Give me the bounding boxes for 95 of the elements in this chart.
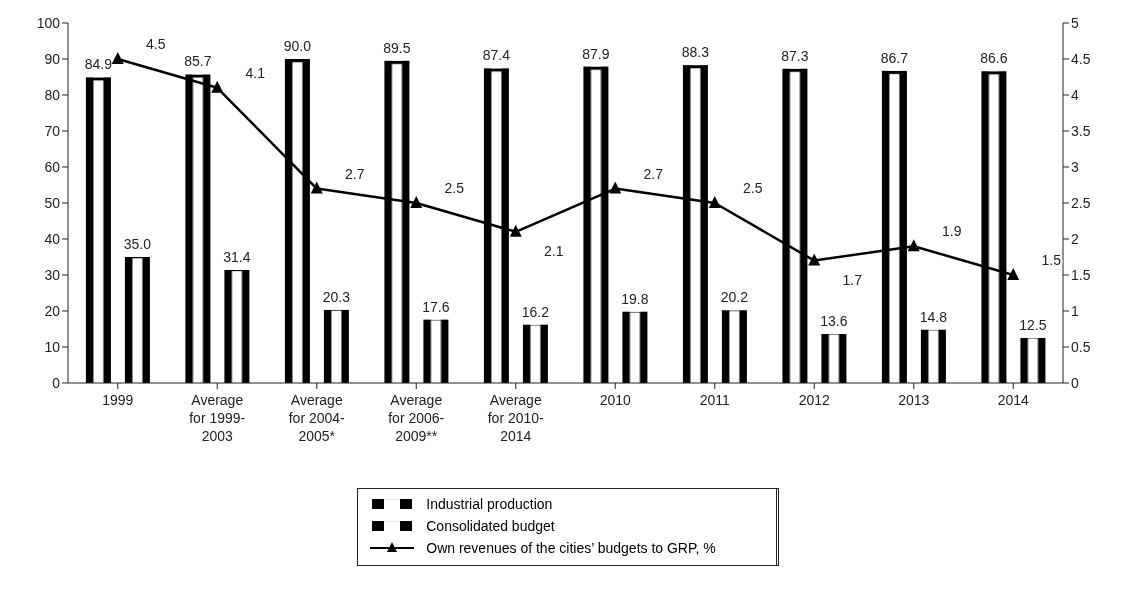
x-tick-label: Average for 2006-2009** xyxy=(388,392,445,444)
point xyxy=(609,181,622,194)
x-tick-label: 2012 xyxy=(798,392,831,408)
x-tick-label: Average for 2004-2005* xyxy=(288,392,346,444)
bar xyxy=(583,66,609,383)
point xyxy=(1007,268,1020,280)
x-tick-label: 2011 xyxy=(699,392,731,408)
legend-label: Industrial production xyxy=(426,496,553,512)
data-label: 1.7 xyxy=(842,271,863,288)
y2-tick-label: 0 xyxy=(1071,374,1079,391)
data-label: 84.9 xyxy=(84,56,113,73)
y-tick-label: 80 xyxy=(44,86,61,103)
x-tick-label: 2014 xyxy=(997,392,1030,408)
point xyxy=(310,181,323,194)
x-tick-label: 2013 xyxy=(898,392,930,408)
y-tick-label: 90 xyxy=(44,50,61,67)
data-label: 17.6 xyxy=(422,298,450,315)
y-tick-label: 20 xyxy=(44,302,61,319)
x-tick-label: 2010 xyxy=(599,392,632,408)
data-label: 86.7 xyxy=(880,49,909,66)
data-label: 19.8 xyxy=(621,290,649,307)
data-label: 86.6 xyxy=(980,50,1008,67)
bar xyxy=(622,311,648,383)
y2-tick-label: 1 xyxy=(1071,302,1079,319)
data-label: 2.7 xyxy=(643,165,664,182)
y2-tick-label: 2 xyxy=(1071,230,1079,247)
data-label: 87.3 xyxy=(781,47,809,64)
point xyxy=(111,52,124,64)
point xyxy=(509,224,522,237)
y-tick-label: 30 xyxy=(44,266,61,283)
data-label: 1.9 xyxy=(942,223,962,240)
x-tick-label: 1999 xyxy=(102,392,134,408)
data-label: 13.6 xyxy=(820,313,848,330)
y2-tick-label: 3.5 xyxy=(1071,122,1091,139)
y-tick-label: 50 xyxy=(44,194,61,211)
data-label: 2.1 xyxy=(544,242,564,259)
bar xyxy=(124,257,150,383)
bar xyxy=(522,324,548,383)
bar xyxy=(721,310,747,383)
data-label: 31.4 xyxy=(223,248,251,265)
y2-tick-label: 5 xyxy=(1071,14,1079,31)
x-tick-label: Average for 2010-2014 xyxy=(487,392,545,444)
point xyxy=(211,80,224,93)
bar xyxy=(981,71,1007,383)
data-label: 90.0 xyxy=(283,38,312,54)
bar xyxy=(224,269,250,383)
legend-label: Own revenues of the cities’ budgets to GRP, % xyxy=(426,540,716,556)
y-tick-label: 0 xyxy=(52,374,61,391)
y-tick-label: 10 xyxy=(44,338,61,355)
bar xyxy=(323,309,349,383)
point xyxy=(808,253,821,266)
data-label: 12.5 xyxy=(1019,317,1047,333)
bar xyxy=(483,68,509,383)
legend-label: Consolidated budget xyxy=(426,518,555,534)
point xyxy=(708,196,721,208)
y-tick-label: 70 xyxy=(44,122,61,139)
bar xyxy=(1020,338,1046,383)
data-label: 88.3 xyxy=(681,44,710,61)
data-label: 35.0 xyxy=(123,236,152,252)
bar xyxy=(821,334,847,383)
y2-tick-label: 2.5 xyxy=(1071,194,1091,211)
x-tick-label: Average for 1999-2003 xyxy=(189,392,246,444)
data-label: 1.5 xyxy=(1041,252,1062,268)
data-label: 14.8 xyxy=(919,308,948,325)
y-tick-label: 40 xyxy=(44,230,61,247)
y-tick-label: 60 xyxy=(44,158,61,175)
data-label: 20.2 xyxy=(720,289,749,306)
y2-tick-label: 1.5 xyxy=(1071,266,1091,283)
data-label: 2.5 xyxy=(743,180,763,196)
data-label: 16.2 xyxy=(521,303,550,320)
y2-tick-label: 4 xyxy=(1071,86,1079,103)
y2-tick-label: 3 xyxy=(1071,158,1079,175)
bar xyxy=(920,329,946,383)
data-label: 89.5 xyxy=(383,39,411,56)
data-label: 4.5 xyxy=(146,36,166,52)
data-label: 87.4 xyxy=(482,47,511,64)
data-label: 4.1 xyxy=(245,64,266,81)
y-tick-label: 100 xyxy=(36,14,61,31)
bar xyxy=(423,319,449,383)
data-label: 2.7 xyxy=(345,165,365,182)
bar xyxy=(284,59,310,383)
data-label: 85.7 xyxy=(184,53,212,70)
data-label: 87.9 xyxy=(582,45,610,62)
point xyxy=(907,239,920,252)
y2-tick-label: 0.5 xyxy=(1071,338,1091,355)
bar xyxy=(782,68,808,383)
bar xyxy=(384,60,410,383)
bar xyxy=(881,70,907,383)
bar xyxy=(85,77,111,383)
bar xyxy=(185,74,211,383)
bar xyxy=(682,65,708,383)
data-label: 2.5 xyxy=(444,180,465,196)
y2-tick-label: 4.5 xyxy=(1071,50,1091,67)
point xyxy=(410,196,423,208)
data-label: 20.3 xyxy=(322,288,351,305)
